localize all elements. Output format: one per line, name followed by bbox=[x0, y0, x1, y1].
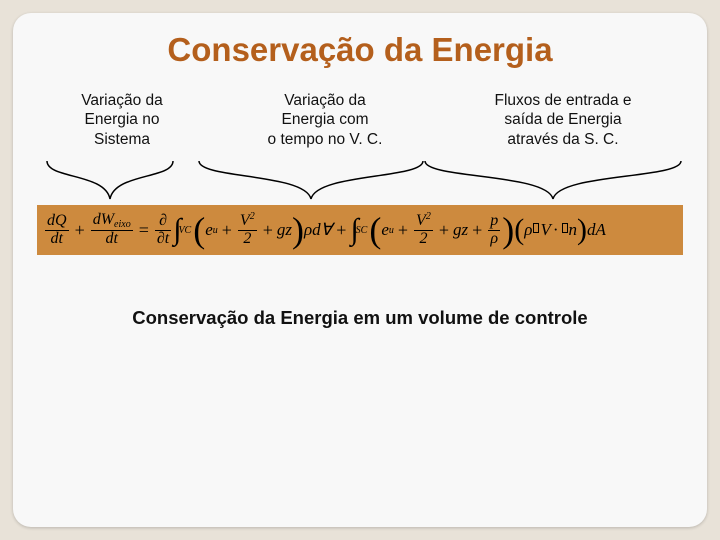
rho-1: ρ bbox=[304, 220, 312, 240]
label-sc-fluxes: Fluxos de entrada e saída de Energia atr… bbox=[453, 91, 673, 149]
plus-2: + bbox=[336, 220, 346, 241]
label-system-variation: Variação da Energia no Sistema bbox=[47, 91, 197, 149]
plus-1: + bbox=[75, 220, 85, 241]
paren-group-1: ( eu + V2 2 + gz ) bbox=[193, 212, 304, 248]
equals: = bbox=[139, 220, 149, 241]
frac-dw-dt: dWeixo dt bbox=[91, 212, 133, 248]
slide-card: Conservação da Energia Variação da Energ… bbox=[13, 13, 707, 527]
paren-vec: ( ρV · n ) bbox=[514, 218, 587, 242]
vec-n-icon bbox=[562, 223, 568, 233]
brace-2 bbox=[197, 159, 425, 201]
energy-equation: dQ dt + dWeixo dt = ∂ ∂t ∫VC ( eu bbox=[43, 212, 606, 248]
equation-box: dQ dt + dWeixo dt = ∂ ∂t ∫VC ( eu bbox=[37, 205, 683, 255]
label-vc-variation: Variação da Energia com o tempo no V. C. bbox=[235, 91, 415, 149]
paren-group-2: ( eu + V2 2 + gz + p ρ bbox=[369, 212, 514, 248]
dA: dA bbox=[587, 220, 606, 240]
braces-row bbox=[37, 159, 683, 201]
brace-1 bbox=[45, 159, 175, 201]
slide-title: Conservação da Energia bbox=[37, 31, 683, 69]
frac-dq-dt: dQ dt bbox=[45, 213, 69, 248]
frac-partial: ∂ ∂t bbox=[155, 213, 171, 248]
slide-caption: Conservação da Energia em um volume de c… bbox=[37, 307, 683, 329]
labels-row: Variação da Energia no Sistema Variação … bbox=[37, 91, 683, 149]
vec-v-icon bbox=[533, 223, 539, 233]
brace-3 bbox=[423, 159, 683, 201]
